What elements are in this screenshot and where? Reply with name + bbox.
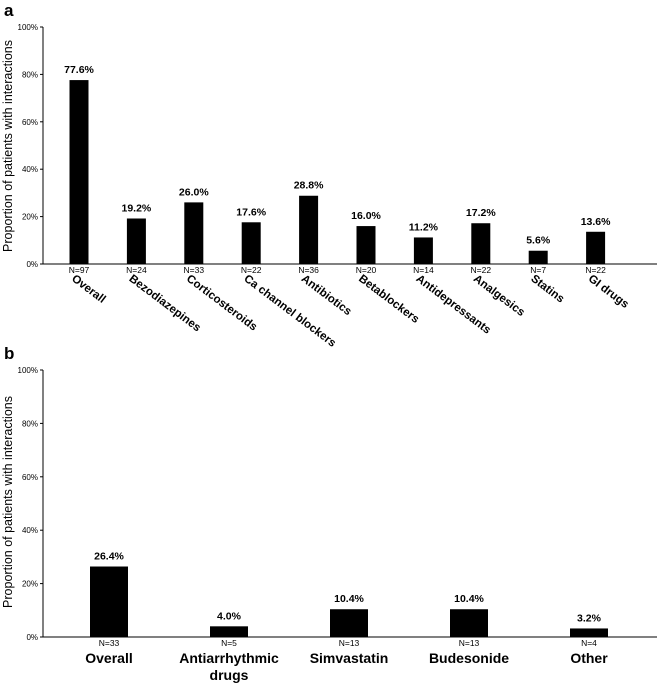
x-tick-label: Overall — [85, 650, 132, 666]
bar — [126, 218, 146, 264]
bar — [471, 223, 491, 264]
bar-value-label: 4.0% — [217, 610, 242, 622]
bar-value-label: 11.2% — [409, 221, 439, 233]
bar — [330, 609, 368, 637]
bar-n-label: N=13 — [339, 638, 360, 648]
bar-n-label: N=22 — [471, 265, 492, 275]
bar — [241, 222, 261, 264]
x-tick-label: Antibiotics — [299, 273, 354, 318]
bar-value-label: 17.2% — [466, 207, 496, 219]
x-tick-label: Statins — [528, 273, 566, 306]
bar — [413, 237, 433, 264]
y-tick-label: 0% — [26, 633, 38, 642]
x-tick-label: Other — [570, 650, 608, 666]
x-tick-label: Ca channel blockers — [241, 273, 338, 350]
bar-value-label: 19.2% — [122, 202, 152, 214]
y-tick-label: 80% — [22, 419, 38, 428]
bar-value-label: 17.6% — [236, 206, 266, 218]
x-tick-label: Antiarrhythmic — [179, 650, 279, 666]
bar — [570, 628, 608, 637]
bar-value-label: 77.6% — [64, 64, 94, 76]
panel-a-letter: a — [4, 1, 14, 20]
bar — [299, 195, 319, 264]
bar-value-label: 13.6% — [581, 216, 611, 228]
bar — [528, 250, 548, 264]
bars-a: 77.6%N=97Overall19.2%N=24Bezodiazepines2… — [64, 64, 631, 350]
panel-b-letter: b — [4, 344, 14, 363]
x-tick-label: Budesonide — [429, 650, 509, 666]
bar — [586, 231, 606, 264]
axes-a: 0% 20% 40% 60% 80% 100% — [18, 23, 657, 269]
y-tick-label: 80% — [22, 70, 38, 79]
bar-value-label: 5.6% — [526, 235, 551, 247]
x-tick-label: Overall — [69, 273, 107, 306]
bar — [356, 226, 376, 264]
x-tick-label: Analgesics — [471, 273, 527, 319]
bar-n-label: N=33 — [99, 638, 120, 648]
bar — [90, 566, 128, 637]
bar — [450, 609, 488, 637]
y-axis-label-b: Proportion of patients with interactions — [1, 396, 15, 608]
x-tick-label: drugs — [210, 667, 249, 683]
bar-value-label: 26.0% — [179, 186, 209, 198]
bar-n-label: N=22 — [241, 265, 262, 275]
y-tick-label: 100% — [18, 23, 38, 32]
y-tick-label: 40% — [22, 526, 38, 535]
chart-panel-a: a Proportion of patients with interactio… — [1, 1, 657, 350]
bar-n-label: N=13 — [459, 638, 480, 648]
bar-n-label: N=5 — [221, 638, 237, 648]
bar-n-label: N=14 — [413, 265, 434, 275]
bar-n-label: N=36 — [298, 265, 319, 275]
y-axis-label-a: Proportion of patients with interactions — [1, 40, 15, 252]
bar-n-label: N=22 — [585, 265, 606, 275]
bar-n-label: N=24 — [126, 265, 147, 275]
y-tick-label: 60% — [22, 118, 38, 127]
bar-n-label: N=7 — [530, 265, 546, 275]
bar-value-label: 3.2% — [577, 612, 602, 624]
bar-n-label: N=33 — [184, 265, 205, 275]
bar-n-label: N=97 — [69, 265, 90, 275]
y-tick-label: 60% — [22, 473, 38, 482]
y-tick-label: 0% — [26, 260, 38, 269]
axes-b: 0% 20% 40% 60% 80% 100% — [18, 366, 657, 642]
y-tick-label: 20% — [22, 580, 38, 589]
y-tick-label: 100% — [18, 366, 38, 375]
bar — [69, 80, 89, 264]
bar-value-label: 16.0% — [351, 210, 381, 222]
bar-value-label: 10.4% — [454, 593, 484, 605]
bar-n-label: N=4 — [581, 638, 597, 648]
chart-panel-b: b Proportion of patients with interactio… — [1, 344, 657, 683]
bar — [210, 626, 248, 637]
x-tick-label: Simvastatin — [310, 650, 389, 666]
x-tick-label: Betablockers — [356, 273, 421, 326]
x-tick-label: GI drugs — [586, 273, 631, 311]
bar-value-label: 10.4% — [334, 593, 364, 605]
y-tick-label: 40% — [22, 165, 38, 174]
bar-value-label: 26.4% — [94, 551, 124, 563]
bar-value-label: 28.8% — [294, 180, 324, 192]
bar-n-label: N=20 — [356, 265, 377, 275]
bars-b: 26.4% N=33 Overall 4.0% N=5 Antiarrhythmicdru… — [85, 551, 608, 683]
y-tick-label: 20% — [22, 213, 38, 222]
bar — [184, 202, 204, 264]
